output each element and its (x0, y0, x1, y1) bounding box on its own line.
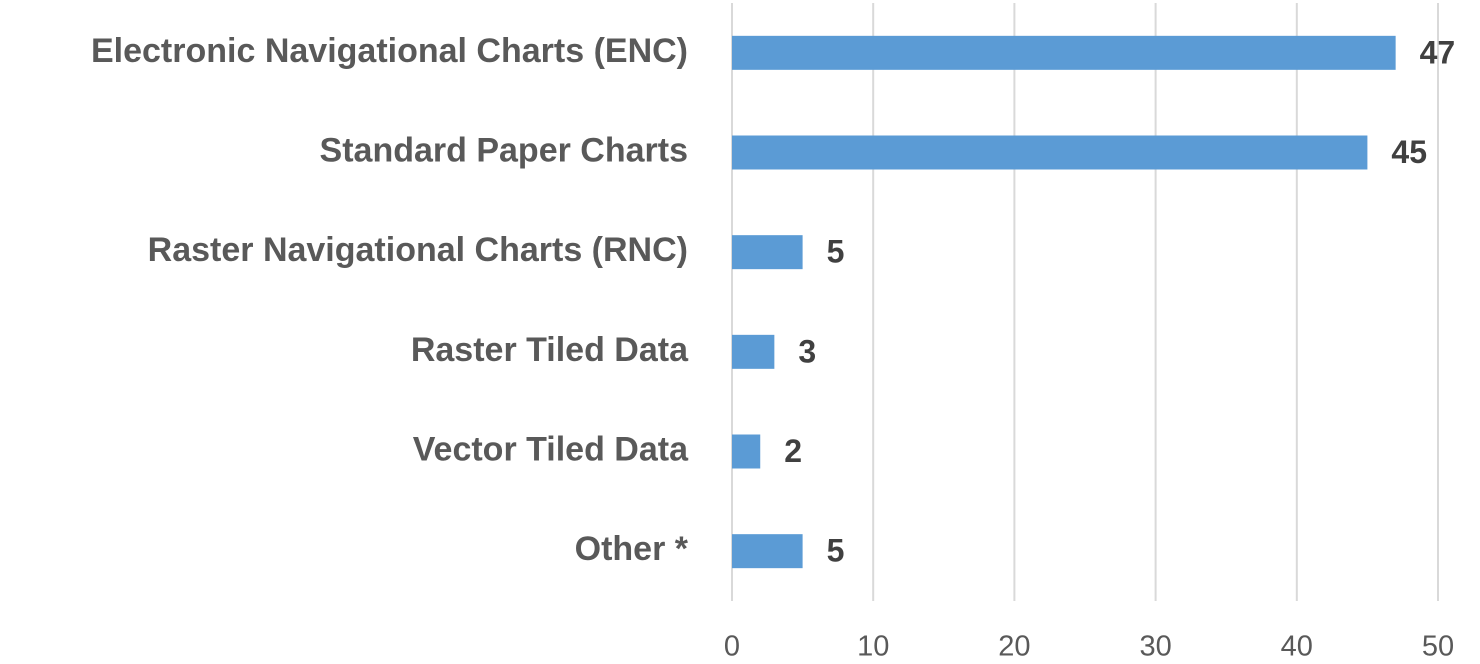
bar (732, 135, 1368, 170)
x-tick-label: 0 (724, 631, 740, 663)
x-tick-label: 20 (998, 631, 1030, 663)
data-label: 5 (827, 533, 845, 569)
category-label: Electronic Navigational Charts (ENC) (91, 32, 688, 70)
category-label: Other * (575, 530, 689, 568)
bar (732, 534, 803, 569)
x-tick-label: 10 (857, 631, 889, 663)
data-label: 47 (1420, 34, 1456, 70)
x-tick-label: 30 (1139, 631, 1171, 663)
x-tick-label: 40 (1281, 631, 1313, 663)
category-label: Raster Navigational Charts (RNC) (148, 231, 688, 269)
category-label: Raster Tiled Data (411, 331, 689, 369)
data-label: 2 (784, 433, 802, 469)
bar (732, 434, 761, 469)
category-label: Standard Paper Charts (320, 131, 688, 169)
bar (732, 334, 775, 369)
x-tick-label: 50 (1422, 631, 1454, 663)
data-label: 45 (1391, 134, 1427, 170)
data-label: 3 (798, 333, 816, 369)
category-label: Vector Tiled Data (413, 430, 689, 468)
data-label: 5 (827, 234, 845, 270)
bar (732, 235, 803, 270)
bar (732, 35, 1396, 70)
